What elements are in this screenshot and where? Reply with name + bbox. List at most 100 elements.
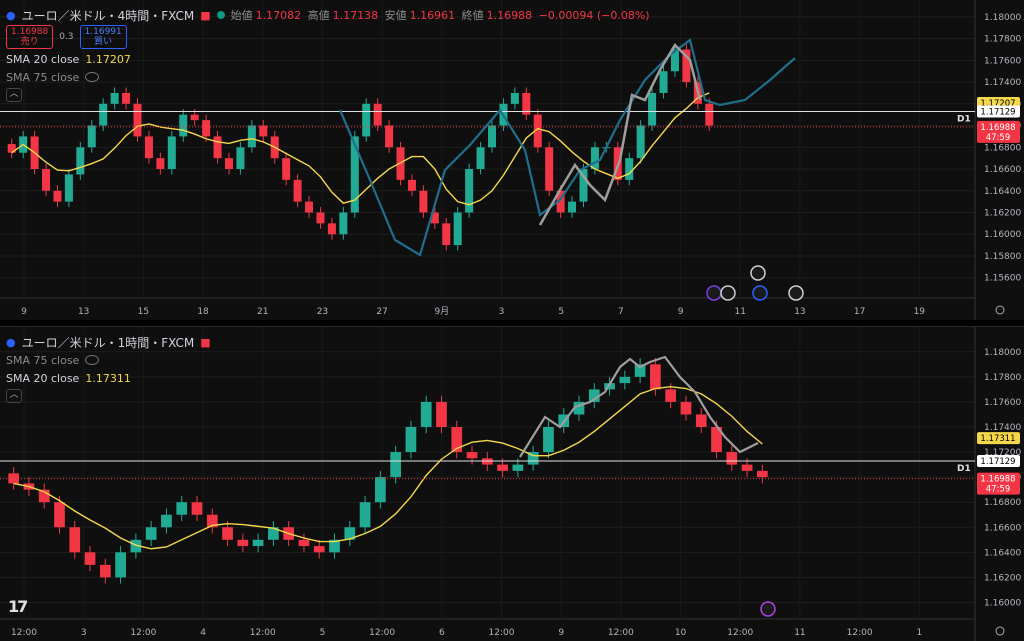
x-tick-label: 7 (618, 307, 624, 317)
symbol-title[interactable]: ユーロ／米ドル・1時間・FXCM (21, 335, 195, 350)
sma20-label[interactable]: SMA 20 close (6, 371, 80, 385)
candle-body (329, 539, 340, 553)
candle-body (179, 114, 188, 137)
candle-body (161, 514, 172, 528)
candle-body (545, 147, 554, 191)
candle-body (247, 125, 256, 148)
candle-body (590, 147, 599, 170)
x-tick-label: 4 (200, 628, 206, 638)
candle-body (213, 136, 222, 159)
candle-body (145, 527, 157, 540)
collapse-legend-button[interactable]: ︿ (6, 389, 22, 403)
x-tick-label: 21 (257, 307, 268, 317)
sma20-line (11, 92, 710, 206)
candle-body (54, 502, 65, 528)
tradingview-logo[interactable]: 17 (8, 597, 28, 616)
candle-body (510, 92, 519, 104)
candle-body (648, 92, 657, 126)
event-icon (760, 601, 776, 617)
last-price-badge (977, 120, 1020, 143)
y-tick-label: 1.17400 (984, 423, 1021, 433)
candle-body (344, 527, 356, 540)
candle-body (64, 174, 73, 202)
ohlc-readout: 始値 1.17082 高値 1.17138 安値 1.16961 終値 1.16988 … (230, 9, 650, 22)
symbol-title[interactable]: ユーロ／米ドル・4時間・FXCM (21, 8, 195, 23)
chart-canvas-1h[interactable]: 1.180001.178001.176001.174001.172001.170… (0, 327, 1024, 641)
last-price-text: 1.16988 (980, 123, 1015, 133)
x-tick-label: 9 (558, 628, 564, 638)
candle-body (268, 527, 279, 540)
x-tick-label: 5 (320, 628, 326, 638)
candle-body (375, 477, 386, 503)
candle-body (99, 103, 108, 126)
x-tick-label: 11 (794, 628, 805, 638)
candle-body (38, 489, 50, 503)
candle-body (362, 103, 371, 137)
y-tick-label: 1.16400 (984, 548, 1021, 558)
candle-body (176, 502, 188, 515)
chart-pane-1h[interactable]: 1.180001.178001.176001.174001.172001.170… (0, 326, 1024, 641)
d1-label: D1 (957, 115, 971, 125)
candle-body (573, 401, 585, 415)
candle-body (726, 452, 738, 465)
symbol-icon[interactable]: ● (6, 8, 16, 22)
candle-body (430, 212, 439, 224)
x-tick-label: 12:00 (489, 628, 515, 638)
collapse-legend-button[interactable]: ︿ (6, 88, 22, 102)
sma-price-badge (977, 432, 1020, 445)
x-tick-label: 11 (735, 307, 746, 317)
buy-button[interactable]: 1.16991 買い (79, 25, 127, 49)
sma-price-badge-text: 1.17207 (980, 99, 1015, 109)
x-tick-label: 3 (499, 307, 505, 317)
sma75-label[interactable]: SMA 75 close (6, 353, 80, 367)
x-tick-label: 17 (854, 307, 865, 317)
y-tick-label: 1.17600 (984, 398, 1021, 408)
candle-body (224, 158, 233, 170)
y-tick-label: 1.16600 (984, 523, 1021, 533)
candle-body (202, 120, 211, 137)
hidden-eye-icon[interactable] (85, 355, 100, 365)
candle-body (327, 223, 336, 235)
chart-canvas-4h[interactable]: 1.180001.178001.176001.174001.172001.170… (0, 0, 1024, 320)
bookmark-icon[interactable]: ■ (200, 8, 211, 22)
y-tick-label: 1.18000 (984, 13, 1021, 23)
chart-pane-4h[interactable]: 1.180001.178001.176001.174001.172001.170… (0, 0, 1024, 320)
bookmark-icon[interactable]: ■ (200, 335, 211, 349)
symbol-icon[interactable]: ● (6, 335, 16, 349)
candle-body (167, 136, 176, 170)
candle-body (757, 470, 768, 478)
y-tick-label: 1.17800 (984, 373, 1021, 383)
candle-body (442, 223, 451, 246)
candle-body (543, 427, 554, 453)
x-tick-label: 10 (675, 628, 687, 638)
sma20-label[interactable]: SMA 20 close (6, 52, 80, 66)
sell-button[interactable]: 1.16988 売り (6, 25, 54, 49)
d1-label: D1 (957, 464, 971, 474)
candle-body (359, 502, 371, 528)
x-tick-label: 13 (794, 307, 805, 317)
y-tick-label: 1.17400 (984, 78, 1021, 88)
market-open-icon (216, 11, 225, 19)
y-tick-label: 1.16200 (984, 208, 1021, 218)
candle-body (282, 158, 291, 180)
candle-body (481, 458, 493, 465)
candle-body (579, 169, 588, 202)
candle-body (350, 136, 359, 213)
candle-body (237, 539, 249, 547)
x-tick-label: 1 (916, 628, 922, 638)
candle-body (625, 158, 634, 180)
sma20-value: 1.17207 (85, 52, 131, 66)
candle-body (670, 49, 679, 72)
y-tick-label: 1.16400 (984, 187, 1021, 197)
x-tick-label: 12:00 (608, 628, 634, 638)
candle-body (8, 473, 19, 484)
x-tick-label: 27 (376, 307, 387, 317)
sma75-label[interactable]: SMA 75 close (6, 70, 80, 84)
candle-body (451, 427, 463, 453)
last-price-text: 1.16988 (980, 475, 1015, 485)
candle-body (695, 414, 707, 427)
pattern-path (519, 355, 759, 458)
x-tick-label: 12:00 (130, 628, 156, 638)
hidden-eye-icon[interactable] (85, 72, 100, 82)
settings-gear-icon (995, 626, 1005, 636)
